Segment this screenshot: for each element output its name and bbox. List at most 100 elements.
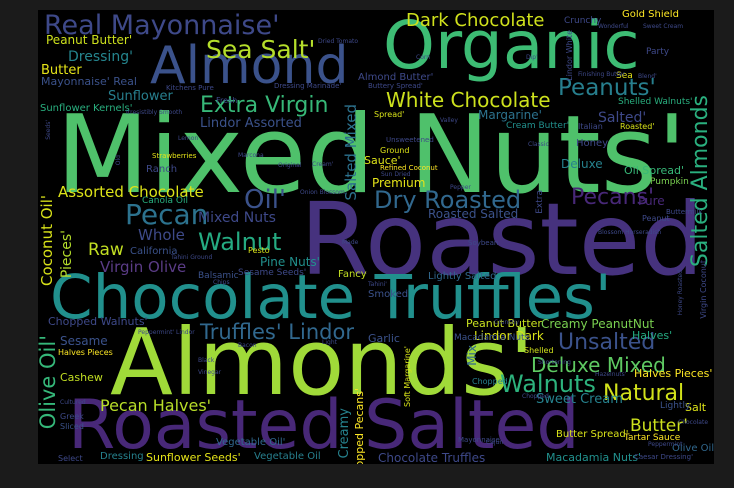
word-roasted-salted-medium: Roasted Salted [428,207,519,221]
word-almond: Almond [150,36,349,96]
word-pecan-halves: Pecan Halves' [100,396,212,415]
word-chocolate-small: Chocolate [678,419,709,426]
word-chopped-small: Chopped [522,393,549,400]
word-virgin-coconut-vertical: Virgin Coconut [699,260,708,319]
word-vinegar: Vinegar [198,369,222,376]
word-spread: Spread' [374,110,405,119]
word-mix-vertical: Mix [465,345,479,366]
word-mixed-nuts-small: Mixed Nuts [198,210,276,226]
word-light: Light [322,339,337,346]
word-dressing-marinade: Dressing Marinade' [274,82,342,90]
word-raw: Raw [88,240,124,260]
word-sesame-seeds: Sesame Seeds' [238,268,307,278]
word-extra-virgin: Extra Virgin [200,93,329,118]
word-sea: Sea [616,71,633,81]
word-cream: Cream' [312,161,334,168]
word-pesto: Pesto [248,246,270,255]
word-marcona: Marcona [238,152,264,159]
word-halves-pieces-right: Halves Pieces' [634,367,713,380]
word-roasted-small: Roasted' [620,122,655,131]
word-ranch: Ranch [146,164,178,175]
word-mixed-nuts: Mixed Nuts' [56,93,687,218]
word-pumpkin: Pumpkin [650,177,689,187]
word-sunflower-seeds: Sunflower Seeds' [146,451,241,464]
word-pure: Pure [638,194,665,208]
word-organic: Organic [383,10,640,84]
word-salt: Salt [685,401,707,414]
word-deluxe-mixed: Deluxe Mixed [531,353,666,377]
word-refined-coconut: Refined Coconut [380,164,438,172]
word-balsamic: Balsamic [198,271,239,281]
word-california: California [130,246,178,257]
word-sauce: Sauce' [364,154,401,167]
word-garlic: Garlic [368,332,400,345]
word-halves-pieces: Halves Pieces [58,348,113,357]
word-strawberries: Strawberries [152,152,197,160]
word-salted-mixed-vertical: Salted Mixed [342,104,360,201]
word-kitchens-pure: Kitchens Pure [166,84,214,92]
word-olive-oil-right: Olive Oil [672,443,714,454]
word-cashew: Cashew [60,371,103,384]
word-hazelnuts: Hazelnuts' [595,371,627,378]
word-sunflower: Sunflower [108,89,173,104]
word-buttermilk: Buttermilk [666,208,703,216]
word-cloud: Mixed Nuts' Roasted Chocolate Truffles' … [38,10,714,464]
word-butter-left: Butter [41,63,82,78]
word-classic: Classic [528,141,549,148]
word-creamy-peanutnut: Creamy PeanutNut [541,317,655,331]
word-irresistibly-smooth: Irresistibly Smooth [126,109,183,116]
word-cajun: Cajun [486,439,504,446]
word-sliced: Sliced [60,422,84,431]
word-almonds-large: Almonds' [110,309,535,416]
word-shortening: Shortening [538,359,571,366]
word-unsalted: Unsalted [558,330,656,355]
word-sesame: Sesame [60,334,108,348]
word-chocolate-truffles-large: Chocolate Truffles' [50,262,612,333]
word-roasted-salted-large: Roasted Salted [68,386,580,464]
word-dressing-tl: Dressing' [68,49,133,65]
word-almond-butter: Almond Butter' [358,72,434,83]
word-walnut: Walnut [198,228,282,256]
word-dried-tomato: Dried Tomato [318,38,359,45]
word-lightly: Lightly [660,401,691,411]
word-blossom-horseradish: Blossom Horseradish [598,229,662,236]
word-vegetable-oil: Vegetable Oil [254,451,321,462]
word-dip: Dip' [526,54,538,61]
word-sunflower-kernels: Sunflower Kernels' [40,103,133,114]
word-select: Select [58,454,83,463]
word-lightly-salted: Lightly Salted [428,271,497,282]
word-valley: Valley [440,117,458,124]
word-unsweetened: Unsweetened [386,136,434,144]
word-soybean: Soybean [468,239,499,247]
word-black: Black [198,357,215,364]
word-honey-roasted-vertical: Honey Roasted [677,270,684,316]
word-chopped-walnuts: Chopped Walnuts' [48,315,148,328]
word-cream-butter: Cream Butter' [506,121,570,131]
word-party: Party [646,47,670,57]
word-tartar-sauce: Tartar Sauce [624,433,681,443]
word-canola-oil: Canola Oil [142,196,188,206]
word-macadamia-nuts-mid: Macadamia Nuts [454,333,530,343]
word-peanuts: Peanuts' [558,75,656,101]
word-honey: Honey [576,138,609,149]
word-olive-oil-vertical: Olive Oil' [38,335,60,430]
word-ground: Ground [380,146,410,155]
word-old-vertical: Old [115,155,122,166]
word-sun-dried: Sun Dried [381,171,411,178]
word-peanut-butter-right: Peanut Butter [466,317,542,330]
word-soft-margarine-vertical: Soft Margarine' [403,346,412,407]
word-virgin-olive: Virgin Olive [100,258,187,276]
word-chopped-pecans-vertical: Chopped Pecans' [353,388,366,464]
word-mayonnaise: Mayonnaise [458,436,500,444]
word-pieces-vertical: Pieces' [59,230,75,279]
word-corn: Corn [416,54,431,61]
word-whole: Whole [138,226,185,244]
word-sea-salt: Sea Salt' [206,35,316,64]
word-lindor-dark: Lindor Dark [474,329,544,343]
word-sweet-cream: Sweet Cream [536,392,623,407]
word-pepper: Pepper [450,184,471,191]
word-white-chocolate: White Chocolate [386,88,551,112]
word-creamy-vertical: Creamy [337,408,352,459]
word-salted-right: Salted' [598,110,647,126]
word-dry-roasted: Dry Roasted [374,186,522,214]
